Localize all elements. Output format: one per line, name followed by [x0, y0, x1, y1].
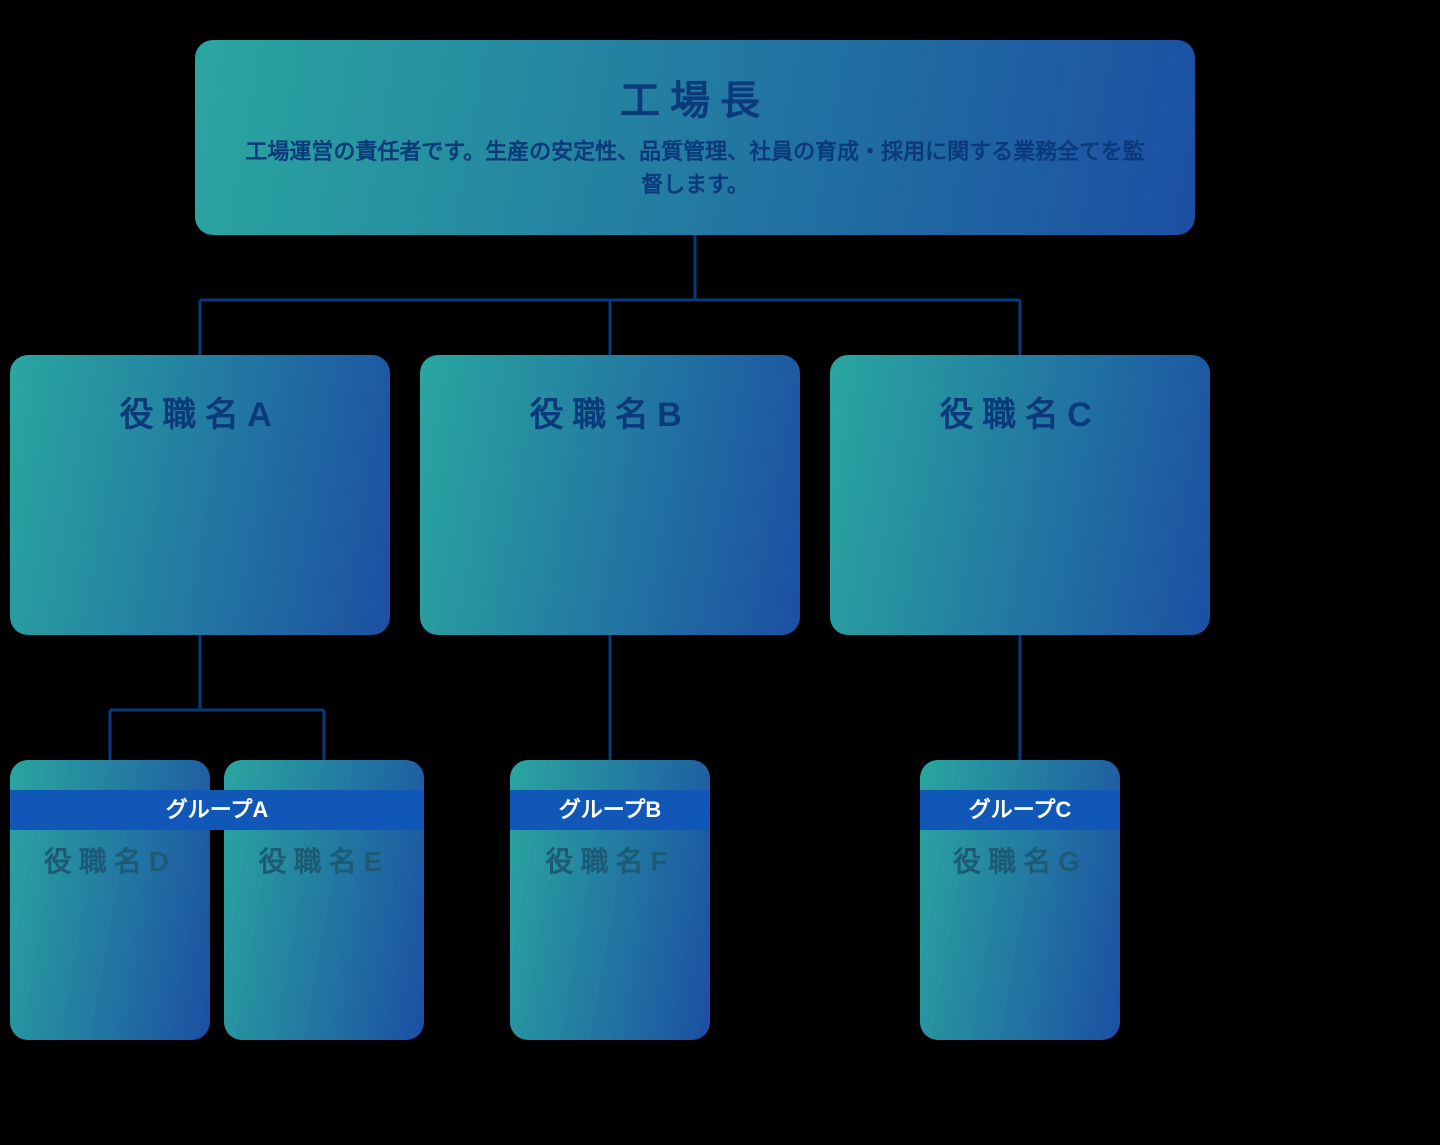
node-leaf-g-title: 役職名G: [920, 840, 1120, 880]
node-mid-a: 役職名A: [10, 355, 390, 635]
node-mid-c: 役職名C: [830, 355, 1210, 635]
group-label-a: グループA: [10, 790, 424, 830]
node-leaf-d-title: 役職名D: [10, 840, 210, 880]
group-label-c: グループC: [920, 790, 1120, 830]
node-top-description: 工場運営の責任者です。生産の安定性、品質管理、社員の育成・採用に関する業務全てを…: [245, 135, 1145, 201]
node-mid-a-title: 役職名A: [10, 387, 390, 436]
node-mid-b: 役職名B: [420, 355, 800, 635]
node-leaf-e-title: 役職名E: [224, 840, 424, 880]
node-mid-b-title: 役職名B: [420, 387, 800, 436]
node-leaf-f-title: 役職名F: [510, 840, 710, 880]
node-mid-c-title: 役職名C: [830, 387, 1210, 436]
group-label-b: グループB: [510, 790, 710, 830]
node-top-title: 工場長: [195, 68, 1195, 126]
org-chart: 工場長 工場運営の責任者です。生産の安定性、品質管理、社員の育成・採用に関する業…: [0, 0, 1440, 1145]
node-top: 工場長 工場運営の責任者です。生産の安定性、品質管理、社員の育成・採用に関する業…: [195, 40, 1195, 235]
